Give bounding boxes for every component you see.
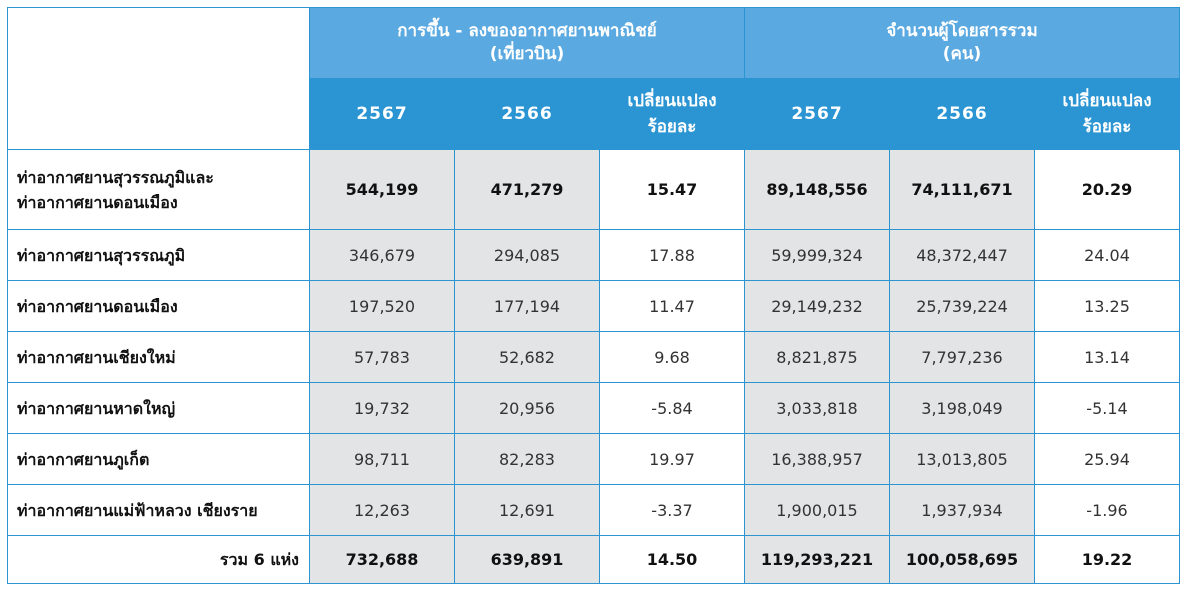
header-change-line2: ร้อยละ [647,117,697,137]
cell-passengers-2566: 1,937,934 [889,484,1035,536]
cell-flights-2567: 544,199 [309,149,455,230]
cell-flights-change: -5.84 [599,382,745,434]
cell-flights-change: 17.88 [599,229,745,281]
header-flights-2567: 2567 [309,78,455,150]
total-flights-2567: 732,688 [309,535,455,584]
row-name: ท่าอากาศยานเชียงใหม่ [7,331,310,383]
header-flights-unit: (เที่ยวบิน) [489,44,565,64]
cell-flights-2566: 471,279 [454,149,600,230]
total-passengers-2566: 100,058,695 [889,535,1035,584]
header-flights-2566: 2566 [454,78,600,150]
row-name: ท่าอากาศยานสุวรรณภูมิและ ท่าอากาศยานดอนเ… [7,149,310,230]
cell-flights-change: 15.47 [599,149,745,230]
header-passengers-unit: (คน) [942,44,982,64]
total-passengers-change: 19.22 [1034,535,1180,584]
header-passengers-group: จำนวนผู้โดยสารรวม (คน) [744,7,1180,79]
cell-passengers-2566: 48,372,447 [889,229,1035,281]
cell-flights-change: 19.97 [599,433,745,485]
header-passengers-2566: 2566 [889,78,1035,150]
header-row-sub: 2567 2566 เปลี่ยนแปลง ร้อยละ 2567 2566 เ… [8,78,1180,150]
cell-flights-change: 11.47 [599,280,745,332]
header-change-line2: ร้อยละ [1082,117,1132,137]
cell-passengers-change: 13.25 [1034,280,1180,332]
cell-flights-2567: 98,711 [309,433,455,485]
cell-passengers-change: 13.14 [1034,331,1180,383]
table-row-don-mueang: ท่าอากาศยานดอนเมือง 197,520 177,194 11.4… [7,280,1180,332]
cell-flights-2566: 177,194 [454,280,600,332]
row-name: ท่าอากาศยานสุวรรณภูมิ [7,229,310,281]
row-name-line2: ท่าอากาศยานดอนเมือง [17,192,178,212]
cell-passengers-change: -5.14 [1034,382,1180,434]
header-passengers-change: เปลี่ยนแปลง ร้อยละ [1034,78,1180,150]
cell-passengers-change: -1.96 [1034,484,1180,536]
cell-passengers-2566: 7,797,236 [889,331,1035,383]
row-name: ท่าอากาศยานภูเก็ต [7,433,310,485]
cell-passengers-2566: 3,198,049 [889,382,1035,434]
table-row-mae-fah-luang: ท่าอากาศยานแม่ฟ้าหลวง เชียงราย 12,263 12… [7,484,1180,536]
header-row-group: การขึ้น - ลงของอากาศยานพาณิชย์ (เที่ยวบิ… [7,7,1180,150]
cell-passengers-change: 24.04 [1034,229,1180,281]
cell-flights-2566: 52,682 [454,331,600,383]
cell-flights-2567: 197,520 [309,280,455,332]
cell-passengers-2567: 1,900,015 [744,484,890,536]
table-row-hat-yai: ท่าอากาศยานหาดใหญ่ 19,732 20,956 -5.84 3… [7,382,1180,434]
row-name: ท่าอากาศยานแม่ฟ้าหลวง เชียงราย [7,484,310,536]
row-name-line1: ท่าอากาศยานสุวรรณภูมิและ [17,167,214,187]
cell-passengers-2566: 13,013,805 [889,433,1035,485]
header-flights-title: การขึ้น - ลงของอากาศยานพาณิชย์ [397,21,657,41]
header-passengers-title: จำนวนผู้โดยสารรวม [886,21,1038,41]
table-row-chiang-mai: ท่าอากาศยานเชียงใหม่ 57,783 52,682 9.68 … [7,331,1180,383]
cell-flights-change: 9.68 [599,331,745,383]
cell-passengers-2567: 8,821,875 [744,331,890,383]
row-name: ท่าอากาศยานดอนเมือง [7,280,310,332]
row-name: ท่าอากาศยานหาดใหญ่ [7,382,310,434]
header-change-line1: เปลี่ยนแปลง [1062,91,1152,111]
table-row-suvarnabhumi: ท่าอากาศยานสุวรรณภูมิ 346,679 294,085 17… [7,229,1180,281]
table-row-bkk-dmk: ท่าอากาศยานสุวรรณภูมิและ ท่าอากาศยานดอนเ… [7,149,1180,230]
cell-flights-2567: 19,732 [309,382,455,434]
airport-statistics-table: การขึ้น - ลงของอากาศยานพาณิชย์ (เที่ยวบิ… [7,7,1180,584]
cell-passengers-change: 20.29 [1034,149,1180,230]
cell-flights-2566: 12,691 [454,484,600,536]
header-flights-change: เปลี่ยนแปลง ร้อยละ [599,78,745,150]
cell-passengers-2567: 3,033,818 [744,382,890,434]
cell-flights-2566: 82,283 [454,433,600,485]
cell-flights-2566: 20,956 [454,382,600,434]
table-row-phuket: ท่าอากาศยานภูเก็ต 98,711 82,283 19.97 16… [7,433,1180,485]
cell-flights-2567: 346,679 [309,229,455,281]
total-flights-change: 14.50 [599,535,745,584]
cell-passengers-2567: 29,149,232 [744,280,890,332]
cell-flights-2567: 12,263 [309,484,455,536]
cell-passengers-2567: 59,999,324 [744,229,890,281]
cell-passengers-2566: 25,739,224 [889,280,1035,332]
cell-passengers-2566: 74,111,671 [889,149,1035,230]
cell-flights-2566: 294,085 [454,229,600,281]
header-change-line1: เปลี่ยนแปลง [627,91,717,111]
cell-passengers-2567: 89,148,556 [744,149,890,230]
total-label: รวม 6 แห่ง [7,535,310,584]
total-passengers-2567: 119,293,221 [744,535,890,584]
header-flights-group: การขึ้น - ลงของอากาศยานพาณิชย์ (เที่ยวบิ… [309,7,745,79]
cell-flights-2567: 57,783 [309,331,455,383]
cell-passengers-2567: 16,388,957 [744,433,890,485]
cell-passengers-change: 25.94 [1034,433,1180,485]
cell-flights-change: -3.37 [599,484,745,536]
table-row-total: รวม 6 แห่ง 732,688 639,891 14.50 119,293… [7,535,1180,584]
airport-statistics-table-container: การขึ้น - ลงของอากาศยานพาณิชย์ (เที่ยวบิ… [7,7,1180,584]
header-passengers-2567: 2567 [744,78,890,150]
header-corner-cell [7,7,310,150]
total-flights-2566: 639,891 [454,535,600,584]
